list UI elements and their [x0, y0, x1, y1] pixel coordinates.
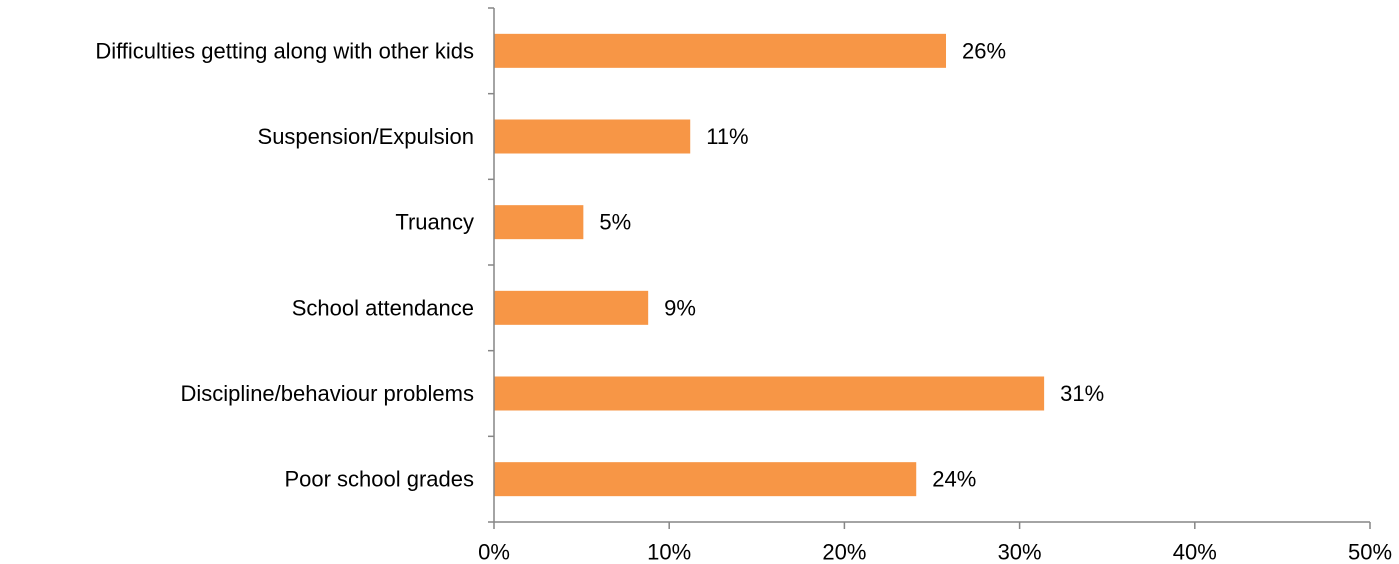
bar-1: [494, 119, 691, 154]
x-tick-label-5: 50%: [1348, 540, 1392, 564]
labels-group: Difficulties getting along with other ki…: [95, 38, 1392, 564]
category-label-2: Truancy: [395, 210, 474, 235]
value-label-0: 26%: [962, 38, 1006, 63]
bar-4: [494, 376, 1045, 411]
bar-5: [494, 462, 917, 497]
x-tick-label-4: 40%: [1173, 540, 1217, 564]
axes-group: [488, 7, 1371, 529]
category-label-0: Difficulties getting along with other ki…: [95, 38, 474, 63]
value-label-5: 24%: [932, 467, 976, 492]
category-label-5: Poor school grades: [284, 467, 474, 492]
bar-3: [494, 290, 649, 325]
x-tick-label-3: 30%: [998, 540, 1042, 564]
category-label-1: Suspension/Expulsion: [258, 124, 474, 149]
value-label-4: 31%: [1060, 381, 1104, 406]
x-tick-label-0: 0%: [478, 540, 510, 564]
value-label-3: 9%: [664, 295, 696, 320]
x-tick-label-1: 10%: [647, 540, 691, 564]
bar-2: [494, 205, 584, 240]
x-tick-label-2: 20%: [822, 540, 866, 564]
bar-0: [494, 33, 947, 68]
value-label-1: 11%: [706, 124, 748, 149]
value-label-2: 5%: [599, 210, 631, 235]
category-label-3: School attendance: [292, 295, 474, 320]
bars-group: [494, 33, 1045, 497]
category-label-4: Discipline/behaviour problems: [181, 381, 474, 406]
